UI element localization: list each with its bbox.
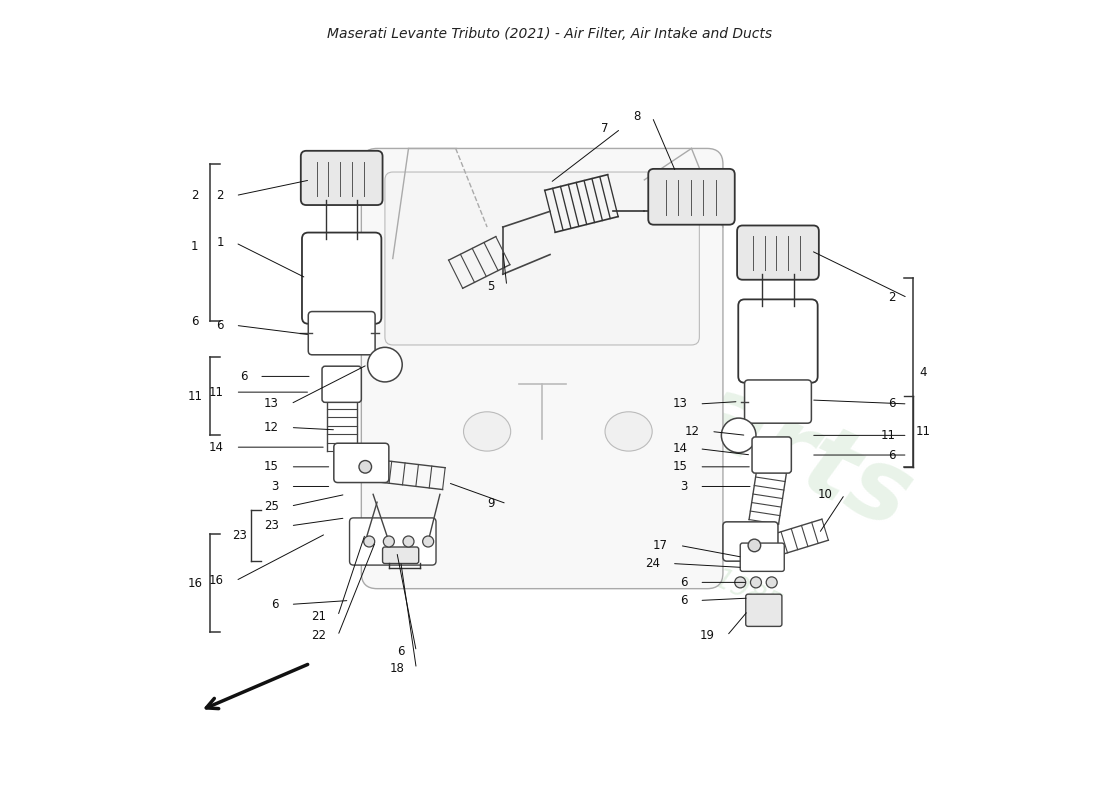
Text: 11: 11 — [187, 390, 202, 402]
Text: 15: 15 — [673, 460, 688, 474]
Text: 17: 17 — [653, 539, 668, 552]
Circle shape — [767, 577, 778, 588]
FancyBboxPatch shape — [308, 311, 375, 354]
Ellipse shape — [605, 412, 652, 451]
Text: 7: 7 — [602, 122, 609, 135]
Text: 11: 11 — [916, 425, 931, 438]
FancyBboxPatch shape — [300, 151, 383, 205]
Text: 24: 24 — [645, 557, 660, 570]
Text: 16: 16 — [209, 574, 223, 587]
Text: a passion for parts since 1985: a passion for parts since 1985 — [393, 417, 785, 619]
Text: 13: 13 — [264, 398, 278, 410]
Text: 21: 21 — [311, 610, 326, 622]
Text: 4: 4 — [920, 366, 927, 379]
Text: 10: 10 — [818, 488, 833, 501]
Text: 14: 14 — [672, 442, 688, 455]
FancyBboxPatch shape — [648, 169, 735, 225]
Text: 6: 6 — [889, 398, 895, 410]
Circle shape — [748, 539, 761, 552]
Circle shape — [403, 536, 414, 547]
Text: 19: 19 — [700, 630, 715, 642]
FancyBboxPatch shape — [745, 380, 812, 423]
Circle shape — [359, 461, 372, 473]
Circle shape — [750, 577, 761, 588]
FancyBboxPatch shape — [737, 226, 818, 280]
FancyBboxPatch shape — [723, 522, 778, 561]
Text: 22: 22 — [311, 630, 326, 642]
Text: 6: 6 — [217, 319, 223, 332]
FancyBboxPatch shape — [738, 299, 817, 382]
Circle shape — [364, 536, 375, 547]
FancyBboxPatch shape — [383, 547, 419, 563]
Text: 9: 9 — [487, 498, 495, 510]
Text: euRoparts: euRoparts — [363, 218, 926, 550]
FancyBboxPatch shape — [361, 149, 723, 589]
Text: 16: 16 — [187, 577, 202, 590]
Text: 25: 25 — [264, 500, 278, 513]
Text: 1: 1 — [191, 240, 198, 254]
Text: 18: 18 — [389, 662, 405, 675]
FancyBboxPatch shape — [350, 518, 436, 565]
Text: 11: 11 — [209, 386, 223, 398]
Text: 3: 3 — [680, 480, 688, 493]
FancyBboxPatch shape — [322, 366, 361, 402]
Text: 6: 6 — [191, 315, 198, 328]
Text: Maserati Levante Tributo (2021) - Air Filter, Air Intake and Ducts: Maserati Levante Tributo (2021) - Air Fi… — [328, 27, 772, 42]
Text: 23: 23 — [264, 519, 278, 532]
Text: 11: 11 — [881, 429, 895, 442]
Circle shape — [422, 536, 433, 547]
Text: 6: 6 — [680, 594, 688, 607]
FancyBboxPatch shape — [302, 233, 382, 324]
Circle shape — [367, 347, 403, 382]
Text: 12: 12 — [684, 425, 700, 438]
Text: 3: 3 — [272, 480, 278, 493]
FancyBboxPatch shape — [746, 594, 782, 626]
Text: 23: 23 — [232, 530, 246, 542]
Text: 14: 14 — [209, 441, 223, 454]
Text: 6: 6 — [889, 449, 895, 462]
FancyBboxPatch shape — [740, 543, 784, 571]
Ellipse shape — [463, 412, 510, 451]
Text: 2: 2 — [217, 189, 223, 202]
Circle shape — [383, 536, 395, 547]
Text: 2: 2 — [889, 291, 895, 304]
Text: 8: 8 — [632, 110, 640, 123]
Circle shape — [722, 418, 756, 453]
Text: 1: 1 — [217, 236, 223, 250]
Text: 6: 6 — [240, 370, 248, 383]
FancyBboxPatch shape — [333, 443, 388, 482]
Text: 6: 6 — [680, 576, 688, 589]
FancyBboxPatch shape — [385, 172, 700, 345]
Text: 6: 6 — [397, 645, 405, 658]
Circle shape — [735, 577, 746, 588]
Text: 15: 15 — [264, 460, 278, 474]
Text: 12: 12 — [264, 421, 278, 434]
Text: 6: 6 — [272, 598, 278, 611]
Text: 13: 13 — [673, 398, 688, 410]
Text: 5: 5 — [487, 279, 495, 293]
Text: 2: 2 — [191, 189, 198, 202]
FancyBboxPatch shape — [752, 437, 791, 473]
